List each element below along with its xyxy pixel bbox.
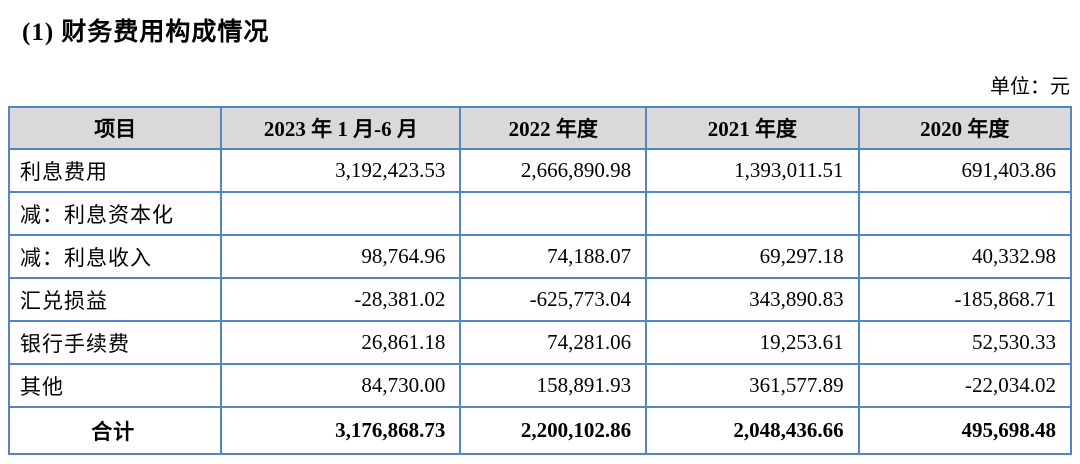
cell-value: -625,773.04: [459, 277, 648, 322]
cell-value: 495,698.48: [857, 406, 1073, 455]
row-less-interest-income: 减：利息收入 98,764.96 74,188.07 69,297.18 40,…: [7, 234, 1073, 279]
cell-value: 343,890.83: [645, 277, 860, 322]
cell-value: 98,764.96: [220, 234, 462, 279]
cell-value: 1,393,011.51: [645, 148, 860, 193]
row-interest-expense: 利息费用 3,192,423.53 2,666,890.98 1,393,011…: [7, 148, 1073, 193]
page-title: (1) 财务费用构成情况: [22, 19, 270, 46]
header-row: 项目 2023 年 1 月-6 月 2022 年度 2021 年度 2020 年…: [7, 106, 1073, 150]
cell-value: 84,730.00: [220, 363, 462, 408]
table-body: 利息费用 3,192,423.53 2,666,890.98 1,393,011…: [7, 148, 1073, 455]
cell-value: [220, 191, 462, 236]
cell-value: 52,530.33: [857, 320, 1073, 365]
row-exchange-gain-loss: 汇兑损益 -28,381.02 -625,773.04 343,890.83 -…: [7, 277, 1073, 322]
row-other: 其他 84,730.00 158,891.93 361,577.89 -22,0…: [7, 363, 1073, 408]
cell-value: -185,868.71: [857, 277, 1073, 322]
cell-value: 2,200,102.86: [459, 406, 648, 455]
cell-value: 3,192,423.53: [220, 148, 462, 193]
cell-value: [459, 191, 648, 236]
cell-value: 69,297.18: [645, 234, 860, 279]
cell-value: 26,861.18: [220, 320, 462, 365]
cell-value: [645, 191, 860, 236]
cell-label: 合计: [7, 406, 223, 455]
cell-value: 40,332.98: [857, 234, 1073, 279]
cell-label: 其他: [7, 363, 223, 408]
cell-label: 汇兑损益: [7, 277, 223, 322]
cell-label: 银行手续费: [7, 320, 223, 365]
financial-expenses-table: 项目 2023 年 1 月-6 月 2022 年度 2021 年度 2020 年…: [7, 106, 1073, 455]
cell-value: [857, 191, 1073, 236]
row-less-interest-capitalized: 减：利息资本化: [7, 191, 1073, 236]
cell-label: 利息费用: [7, 148, 223, 193]
col-header-2021: 2021 年度: [645, 106, 860, 150]
cell-value: 361,577.89: [645, 363, 860, 408]
cell-label: 减：利息收入: [7, 234, 223, 279]
col-header-2020: 2020 年度: [857, 106, 1073, 150]
row-bank-charges: 银行手续费 26,861.18 74,281.06 19,253.61 52,5…: [7, 320, 1073, 365]
cell-label: 减：利息资本化: [7, 191, 223, 236]
table-header: 项目 2023 年 1 月-6 月 2022 年度 2021 年度 2020 年…: [7, 106, 1073, 150]
unit-label: 单位：元: [990, 76, 1070, 98]
col-header-2022: 2022 年度: [459, 106, 648, 150]
cell-value: -22,034.02: [857, 363, 1073, 408]
cell-value: 3,176,868.73: [220, 406, 462, 455]
row-total: 合计 3,176,868.73 2,200,102.86 2,048,436.6…: [7, 406, 1073, 455]
cell-value: 158,891.93: [459, 363, 648, 408]
cell-value: 2,666,890.98: [459, 148, 648, 193]
cell-value: 74,281.06: [459, 320, 648, 365]
cell-value: 74,188.07: [459, 234, 648, 279]
cell-value: 2,048,436.66: [645, 406, 860, 455]
col-header-2023h1: 2023 年 1 月-6 月: [220, 106, 462, 150]
col-header-item: 项目: [7, 106, 223, 150]
cell-value: -28,381.02: [220, 277, 462, 322]
cell-value: 691,403.86: [857, 148, 1073, 193]
cell-value: 19,253.61: [645, 320, 860, 365]
